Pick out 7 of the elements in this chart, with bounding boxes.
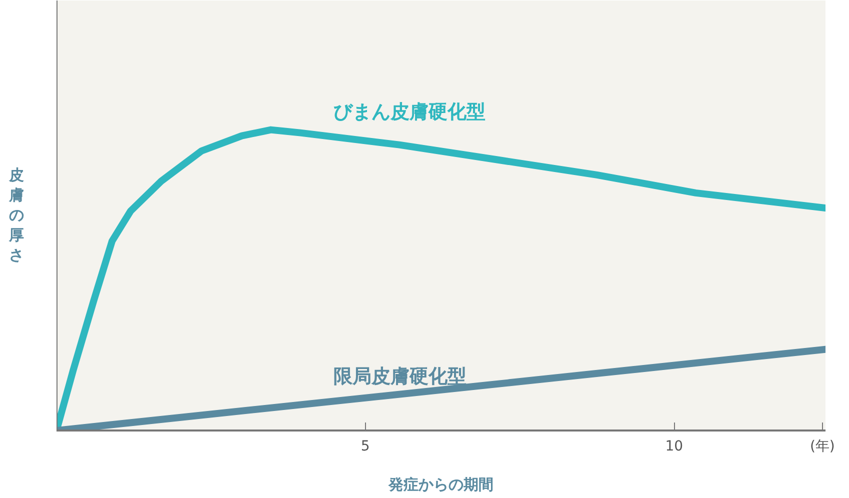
x-tick-label: 5	[360, 438, 370, 454]
x-tick-label: 10	[665, 438, 684, 454]
series-label: 限局皮膚硬化型	[333, 365, 466, 388]
x-axis-title: 発症からの期間	[388, 476, 494, 494]
x-tick-label: (年)	[810, 438, 835, 454]
series-label: びまん皮膚硬化型	[333, 100, 486, 123]
y-axis-title: 皮膚の厚さ	[9, 165, 25, 265]
